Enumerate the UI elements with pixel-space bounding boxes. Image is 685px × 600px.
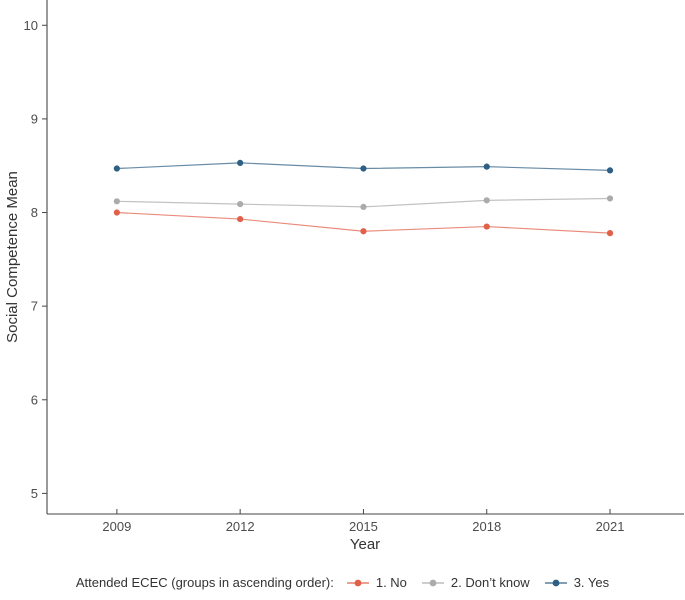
y-axis-title: Social Competence Mean [4,171,21,343]
y-tick-label: 10 [24,18,38,33]
legend-marker-icon [544,579,567,586]
legend-dot [354,579,362,586]
x-axis-title: Year [350,536,380,553]
data-point [483,223,490,230]
legend-item-3-yes: 3. Yes [544,575,610,590]
y-tick-label: 8 [31,205,38,220]
axes: 5 6 7 8 9 10 2009 2012 2015 2018 2021 [24,0,684,534]
legend-item-1-no: 1. No [346,575,407,590]
data-point [360,228,367,235]
legend-item-label: 1. No [375,575,407,590]
data-point [606,230,614,237]
y-tick-label: 6 [31,392,38,407]
legend-item-2-don-t-know: 2. Don’t know [421,575,530,590]
x-tick-label: 2009 [102,519,131,534]
x-tick-label: 2021 [596,519,625,534]
legend: Attended ECEC (groups in ascending order… [0,575,685,590]
data-point [483,163,490,170]
data-point [606,195,614,202]
x-tick-label: 2018 [472,519,501,534]
data-point [483,197,490,204]
line-chart: 5 6 7 8 9 10 2009 2012 2015 2018 2021 Year Social … [4,0,684,553]
data-point [237,159,244,167]
legend-item-label: 3. Yes [573,575,610,590]
legend-marker-icon [421,579,444,586]
data-point [360,165,367,172]
y-tick-label: 5 [31,486,38,501]
y-tick-label: 7 [31,299,38,314]
legend-dot [429,579,437,586]
data-series [113,159,614,237]
x-tick-label: 2015 [349,519,378,534]
data-point [113,198,120,205]
legend-title: Attended ECEC (groups in ascending order… [75,575,334,590]
x-tick-label: 2012 [226,519,255,534]
legend-dot [552,579,560,586]
series-2-don-t-know [113,195,614,211]
y-tick-label: 9 [31,111,38,126]
data-point [237,215,244,223]
data-point [113,209,120,216]
legend-marker-icon [346,579,369,586]
legend-item-label: 2. Don’t know [450,575,530,590]
data-point [237,201,244,208]
series-1-no [113,209,614,237]
series-3-yes [113,159,614,174]
legend-items: 1. No 2. Don’t know 3. Yes [346,575,610,590]
data-point [360,203,367,211]
data-point [113,165,120,172]
data-point [606,167,614,174]
